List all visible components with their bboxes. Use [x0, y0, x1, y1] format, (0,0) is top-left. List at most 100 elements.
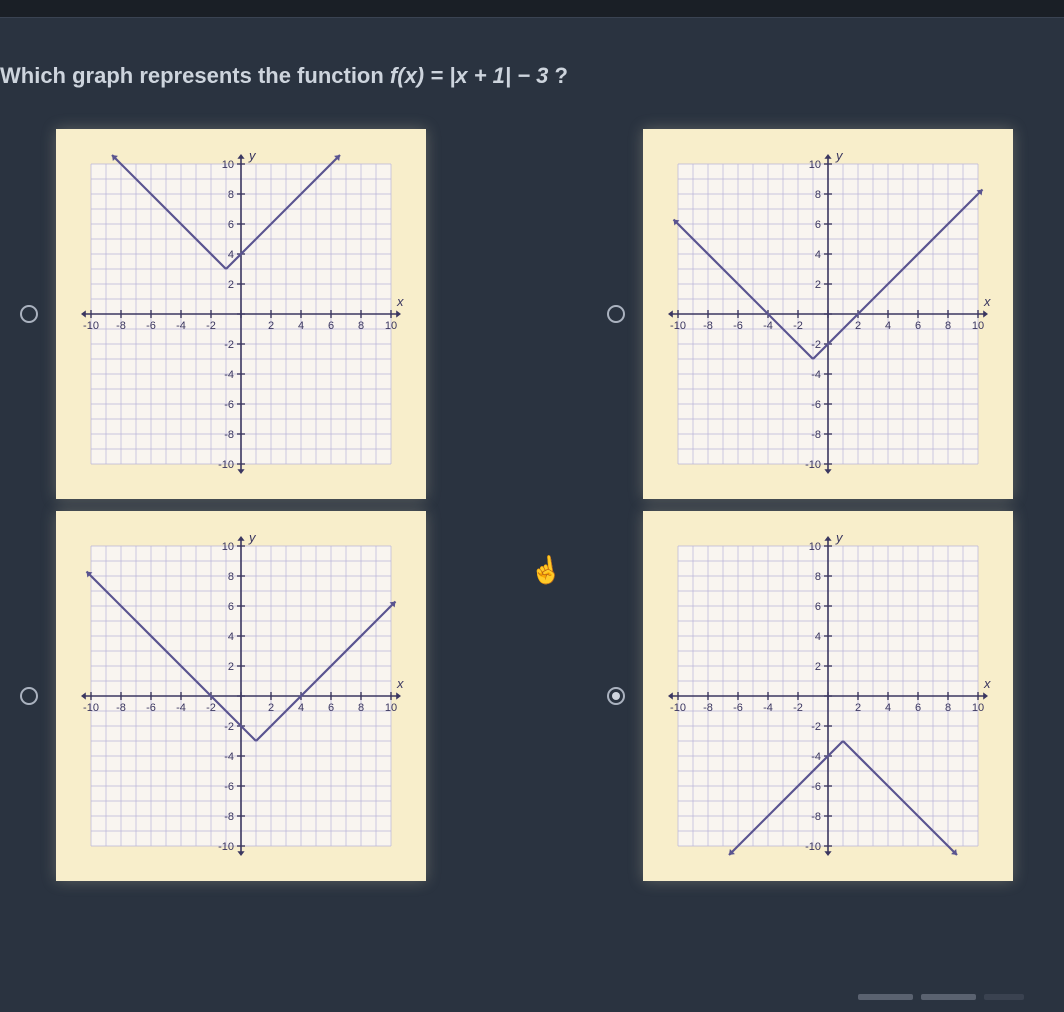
- svg-text:-10: -10: [670, 320, 686, 332]
- svg-text:10: 10: [809, 541, 821, 553]
- graph-card-C: -10 -8 -6 -4 -2 2 4 6 8 10 -10 -8 -6 -4 -2 2 4 6 8 10 x y: [56, 511, 426, 881]
- svg-text:-10: -10: [218, 841, 234, 853]
- window-top-border: [0, 0, 1064, 18]
- answer-option-B[interactable]: -10-8-6-4-2246810-10-8-6-4-2246810xy: [607, 129, 1024, 499]
- svg-text:-4: -4: [176, 702, 186, 714]
- svg-text:10: 10: [222, 159, 234, 171]
- svg-text:4: 4: [228, 249, 234, 261]
- radio-option-A[interactable]: [20, 305, 38, 323]
- svg-text:-4: -4: [224, 751, 234, 763]
- svg-text:6: 6: [328, 320, 334, 332]
- svg-text:-6: -6: [224, 399, 234, 411]
- svg-text:-2: -2: [224, 721, 234, 733]
- svg-text:4: 4: [298, 702, 304, 714]
- svg-text:8: 8: [945, 702, 951, 714]
- svg-text:-10: -10: [218, 459, 234, 471]
- svg-text:6: 6: [228, 219, 234, 231]
- svg-text:x: x: [396, 676, 404, 691]
- progress-segment-0: [858, 994, 913, 1000]
- question-prefix: Which graph represents the function: [0, 63, 390, 88]
- radio-option-B[interactable]: [607, 305, 625, 323]
- svg-text:y: y: [248, 531, 257, 545]
- svg-text:-6: -6: [146, 320, 156, 332]
- svg-text:4: 4: [815, 631, 821, 643]
- svg-text:2: 2: [855, 320, 861, 332]
- svg-text:y: y: [248, 149, 257, 163]
- svg-text:x: x: [983, 676, 991, 691]
- svg-text:-8: -8: [703, 320, 713, 332]
- svg-text:-6: -6: [224, 781, 234, 793]
- radio-option-D[interactable]: [607, 687, 625, 705]
- svg-text:-8: -8: [811, 429, 821, 441]
- svg-text:-10: -10: [805, 841, 821, 853]
- svg-text:x: x: [983, 294, 991, 309]
- svg-text:8: 8: [228, 189, 234, 201]
- svg-text:-10: -10: [805, 459, 821, 471]
- svg-text:-8: -8: [224, 811, 234, 823]
- question-suffix: ?: [555, 63, 568, 88]
- svg-text:-2: -2: [811, 339, 821, 351]
- svg-text:-4: -4: [763, 702, 773, 714]
- svg-text:-2: -2: [206, 702, 216, 714]
- svg-text:x: x: [396, 294, 404, 309]
- progress-segment-1: [921, 994, 976, 1000]
- svg-text:-8: -8: [116, 702, 126, 714]
- bottom-progress-bar: [858, 994, 1024, 1000]
- svg-text:4: 4: [815, 249, 821, 261]
- svg-text:-10: -10: [83, 702, 99, 714]
- svg-text:4: 4: [228, 631, 234, 643]
- svg-text:-8: -8: [116, 320, 126, 332]
- svg-text:6: 6: [228, 601, 234, 613]
- svg-text:-10: -10: [83, 320, 99, 332]
- svg-text:4: 4: [298, 320, 304, 332]
- svg-text:2: 2: [815, 279, 821, 291]
- svg-text:6: 6: [815, 219, 821, 231]
- svg-text:-2: -2: [206, 320, 216, 332]
- svg-text:8: 8: [815, 189, 821, 201]
- svg-text:-2: -2: [793, 320, 803, 332]
- svg-text:-6: -6: [733, 702, 743, 714]
- svg-text:10: 10: [972, 702, 984, 714]
- svg-text:10: 10: [385, 320, 397, 332]
- svg-text:6: 6: [815, 601, 821, 613]
- svg-text:8: 8: [358, 702, 364, 714]
- svg-text:2: 2: [268, 320, 274, 332]
- svg-text:2: 2: [228, 661, 234, 673]
- svg-text:-8: -8: [811, 811, 821, 823]
- graph-card-B: -10-8-6-4-2246810-10-8-6-4-2246810xy: [643, 129, 1013, 499]
- svg-text:4: 4: [885, 320, 891, 332]
- graph-card-D: -10-8-6-4-2246810-10-8-6-4-2246810xy: [643, 511, 1013, 881]
- question-text: Which graph represents the function f(x)…: [0, 18, 1064, 119]
- svg-text:6: 6: [328, 702, 334, 714]
- options-grid: -10-8-6-4-2246810-10-8-6-4-2246810xy-10-…: [0, 119, 1064, 911]
- svg-text:10: 10: [972, 320, 984, 332]
- svg-text:-6: -6: [146, 702, 156, 714]
- svg-text:8: 8: [945, 320, 951, 332]
- svg-text:6: 6: [915, 702, 921, 714]
- answer-option-A[interactable]: -10-8-6-4-2246810-10-8-6-4-2246810xy: [20, 129, 437, 499]
- svg-text:-2: -2: [224, 339, 234, 351]
- question-formula: f(x) = |x + 1| − 3: [390, 63, 548, 88]
- svg-text:-4: -4: [811, 751, 821, 763]
- answer-option-D[interactable]: -10-8-6-4-2246810-10-8-6-4-2246810xy: [607, 511, 1024, 881]
- svg-text:-4: -4: [763, 320, 773, 332]
- svg-text:10: 10: [385, 702, 397, 714]
- svg-text:8: 8: [228, 571, 234, 583]
- svg-text:y: y: [835, 531, 844, 545]
- svg-text:2: 2: [855, 702, 861, 714]
- radio-option-C[interactable]: [20, 687, 38, 705]
- svg-text:-4: -4: [224, 369, 234, 381]
- svg-text:4: 4: [885, 702, 891, 714]
- svg-text:10: 10: [809, 159, 821, 171]
- svg-text:2: 2: [228, 279, 234, 291]
- mouse-cursor-icon: ☝: [528, 553, 564, 588]
- progress-segment-2: [984, 994, 1024, 1000]
- answer-option-C[interactable]: -10 -8 -6 -4 -2 2 4 6 8 10 -10 -8 -6 -4 -2 2 4 6 8 10 x y: [20, 511, 437, 881]
- svg-text:10: 10: [222, 541, 234, 553]
- svg-text:-6: -6: [733, 320, 743, 332]
- graph-card-A: -10-8-6-4-2246810-10-8-6-4-2246810xy: [56, 129, 426, 499]
- svg-text:-10: -10: [670, 702, 686, 714]
- svg-text:-4: -4: [811, 369, 821, 381]
- svg-text:2: 2: [268, 702, 274, 714]
- svg-text:2: 2: [815, 661, 821, 673]
